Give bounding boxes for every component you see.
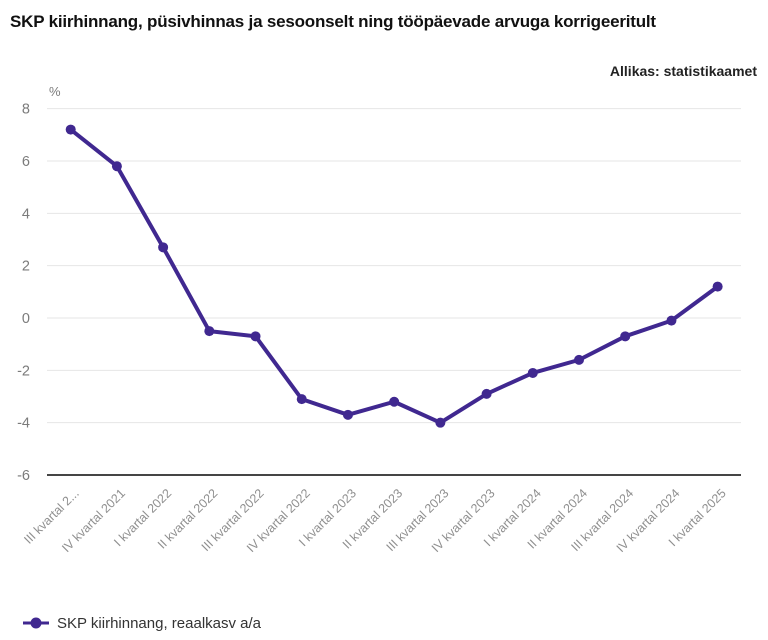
data-point[interactable] bbox=[666, 315, 677, 326]
y-tick-label: -6 bbox=[17, 468, 30, 484]
data-point[interactable] bbox=[296, 394, 307, 405]
y-tick-label: -4 bbox=[17, 416, 30, 432]
y-axis-unit-label: % bbox=[49, 84, 61, 99]
data-point[interactable] bbox=[527, 367, 538, 378]
data-point[interactable] bbox=[389, 396, 400, 407]
y-tick-label: 4 bbox=[22, 206, 30, 222]
data-point[interactable] bbox=[481, 388, 492, 399]
data-point[interactable] bbox=[250, 331, 261, 342]
data-point[interactable] bbox=[111, 161, 122, 172]
data-point[interactable] bbox=[65, 124, 76, 135]
legend-label: SKP kiirhinnang, reaalkasv a/a bbox=[57, 614, 262, 632]
data-point[interactable] bbox=[574, 354, 585, 365]
data-point[interactable] bbox=[712, 281, 723, 292]
y-tick-label: -2 bbox=[17, 363, 30, 379]
chart-title: SKP kiirhinnang, püsivhinnas ja sesoonse… bbox=[10, 12, 656, 31]
legend-item-skp-kiirhinnang[interactable]: SKP kiirhinnang, reaalkasv a/a bbox=[23, 612, 261, 634]
data-point[interactable] bbox=[342, 409, 353, 420]
y-tick-label: 6 bbox=[22, 154, 30, 170]
y-tick-label: 0 bbox=[22, 311, 30, 327]
legend-line-marker-icon bbox=[23, 617, 49, 629]
data-point[interactable] bbox=[158, 242, 169, 253]
y-tick-label: 8 bbox=[22, 102, 30, 118]
series-line bbox=[68, 127, 720, 425]
data-point[interactable] bbox=[435, 417, 446, 428]
source-label: Allikas: statistikaamet bbox=[609, 63, 757, 79]
y-tick-label: 2 bbox=[22, 259, 30, 275]
data-point[interactable] bbox=[620, 331, 631, 342]
data-point[interactable] bbox=[204, 326, 215, 337]
